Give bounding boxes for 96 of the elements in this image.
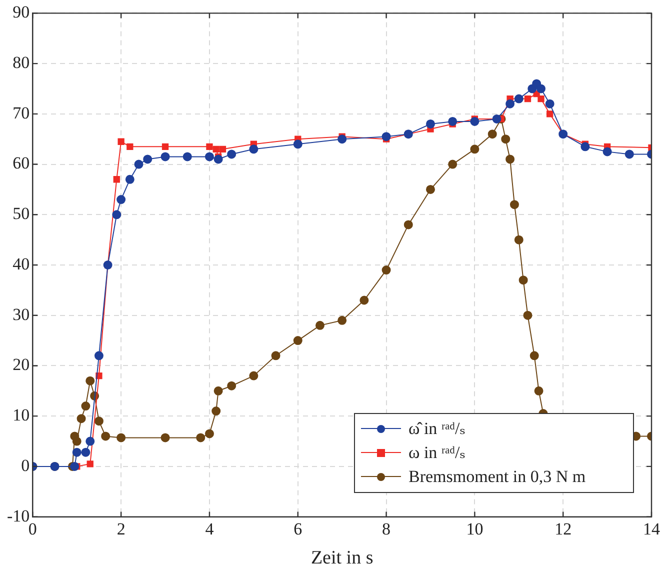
point: [470, 116, 480, 126]
x-tick-label: 14: [643, 519, 660, 538]
y-tick-label: -10: [6, 506, 30, 526]
point: [86, 376, 95, 386]
point: [580, 142, 590, 152]
point: [315, 320, 324, 330]
point: [536, 84, 546, 94]
point: [514, 94, 524, 104]
point: [72, 448, 82, 457]
point: [360, 296, 369, 305]
y-tick-label: 50: [12, 204, 30, 224]
point: [214, 154, 223, 164]
point: [182, 152, 192, 162]
point: [488, 130, 497, 139]
point: [116, 195, 126, 204]
point: [523, 310, 532, 320]
y-tick-label: 80: [12, 53, 30, 72]
point: [227, 150, 236, 159]
point: [545, 99, 554, 108]
point: [101, 432, 110, 441]
point: [160, 433, 170, 442]
point: [76, 414, 86, 424]
point: [94, 351, 104, 360]
point: [214, 386, 223, 396]
x-tick-label: 10: [466, 519, 484, 538]
point: [426, 184, 435, 194]
y-tick-label: 90: [12, 2, 30, 22]
point: [271, 351, 280, 360]
point: [219, 146, 226, 152]
y-tick-label: 70: [12, 103, 30, 122]
point: [518, 276, 528, 285]
x-tick-label: 8: [382, 519, 391, 538]
point: [534, 386, 544, 396]
point: [530, 351, 539, 360]
x-tick-label: 6: [294, 519, 302, 538]
point: [448, 160, 458, 169]
legend-label: ω̂ in ʳᵃᵈ/ₛ: [408, 418, 466, 439]
point: [212, 146, 220, 152]
point: [448, 116, 458, 126]
point: [162, 143, 169, 150]
point: [546, 110, 554, 118]
point: [126, 143, 134, 150]
point: [338, 134, 347, 144]
y-tick-label: 0: [21, 456, 30, 475]
point: [125, 174, 134, 184]
point: [116, 433, 126, 442]
point: [602, 147, 612, 156]
point: [70, 462, 80, 471]
y-tick-label: 10: [12, 406, 30, 425]
point: [514, 235, 524, 244]
point: [204, 429, 214, 438]
point: [81, 402, 90, 411]
y-tick-label: 40: [12, 254, 30, 274]
x-tick-label: 2: [116, 519, 126, 538]
point: [506, 154, 515, 164]
point: [86, 436, 95, 446]
point: [227, 381, 236, 390]
point: [112, 210, 122, 220]
point: [86, 460, 94, 468]
point: [404, 220, 413, 230]
x-tick-label: 12: [554, 519, 572, 538]
point: [624, 150, 634, 159]
point: [524, 95, 532, 102]
point: [81, 448, 90, 457]
point: [72, 436, 82, 446]
point: [212, 406, 221, 416]
point: [382, 266, 391, 275]
point: [206, 143, 213, 150]
point: [470, 144, 480, 154]
point: [338, 316, 347, 325]
point: [160, 152, 170, 162]
point: [293, 336, 302, 346]
legend-label: ω in ʳᵃᵈ/ₛ: [408, 442, 466, 463]
point: [249, 371, 258, 380]
point: [506, 99, 515, 108]
point: [113, 176, 120, 183]
point: [94, 416, 104, 426]
point: [143, 154, 152, 164]
point: [538, 95, 544, 102]
point: [510, 200, 519, 210]
legend-label: Bremsmoment in 0,3 N m: [408, 466, 586, 487]
point: [134, 160, 144, 169]
point: [426, 119, 435, 128]
y-tick-label: 30: [12, 304, 30, 324]
point: [382, 132, 391, 142]
y-tick-label: 20: [12, 355, 30, 374]
point: [118, 138, 124, 145]
point: [196, 433, 206, 442]
x-axis-title: Zeit in s: [310, 548, 374, 569]
point: [501, 134, 510, 144]
point: [492, 114, 502, 124]
point: [204, 152, 214, 162]
point: [293, 140, 302, 149]
y-tick-label: 60: [12, 154, 30, 173]
x-tick-label: 4: [205, 519, 214, 538]
point: [249, 144, 258, 154]
